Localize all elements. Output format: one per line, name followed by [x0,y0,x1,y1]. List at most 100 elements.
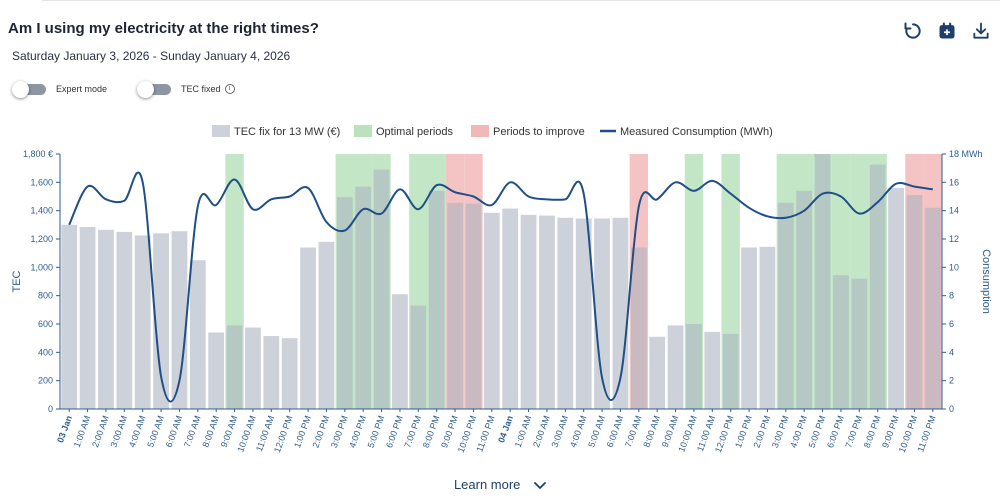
x-tick-label: 5:00 PM [366,414,387,449]
tec-fixed-switch[interactable] [137,81,172,98]
tec-bar [888,188,904,409]
date-range: Saturday January 3, 2026 - Sunday Januar… [12,49,291,63]
learn-more-button[interactable]: Learn more [0,477,1000,493]
tec-consumption-chart: TEC fix for 13 MW (€) Optimal periods Peri… [11,125,992,454]
tec-bar [667,325,684,409]
x-tick-label: 2:00 AM [90,414,111,448]
tec-bar [814,154,831,409]
tec-bar [79,226,96,409]
tec-bar [502,208,519,409]
legend-swatch [354,125,372,137]
tec-bar [300,247,316,409]
y-tick-label: 0 [48,404,53,414]
learn-more-label: Learn more [453,477,521,492]
tec-bar [226,325,243,409]
expert-mode-label: Expert mode [56,84,108,94]
x-tick-label: 03 Jan [55,414,74,444]
legend-label: TEC fix for 13 MW (€) [234,126,340,138]
y-right-tick-label: 10 [949,262,959,272]
tec-bar [686,324,702,409]
tec-bar [924,207,941,409]
y-tick-label: 400 [38,347,53,357]
tec-bar [833,275,849,409]
x-tick-label: 1:00 AM [72,414,93,448]
y-right-tick-label: 12 [949,234,959,244]
x-tick-label: 2:00 PM [751,414,772,449]
tec-bar [318,241,335,409]
x-tick-label: 6:00 AM [164,414,185,448]
tec-bar [263,336,280,409]
reset-icon[interactable] [902,20,924,42]
x-tick-label: 6:00 PM [825,414,846,449]
tec-bar [355,186,372,409]
x-tick-label: 7:00 PM [843,414,864,449]
tec-bar [61,224,78,409]
x-tick-label: 5:00 PM [807,414,828,449]
tec-bar [575,218,592,409]
tec-bar [208,332,225,409]
tec-bar [410,305,427,409]
tec-bar [447,202,463,409]
info-icon[interactable]: i [224,84,235,94]
tec-bar [336,197,353,409]
tec-bar [869,164,886,409]
x-tick-label: 4:00 PM [788,414,809,449]
legend-label: Periods to improve [493,126,585,138]
legend-swatch [212,125,230,137]
x-tick-label: 6:00 PM [384,414,405,449]
tec-bar [906,195,923,409]
tec-bar [428,190,445,409]
y-right-tick-label: 6 [949,319,954,329]
toolbar [902,20,992,42]
y-right-tick-label: 8 [949,291,954,301]
tec-bar [796,190,813,409]
x-tick-label: 4:00 AM [568,414,589,448]
x-tick-label: 12:00 PM [713,414,736,454]
tec-fixed-toggle[interactable]: TEC fixed i [137,81,235,98]
y-right-tick-label: 14 [949,206,959,216]
x-tick-label: 9:00 PM [880,414,901,449]
tec-bar [520,214,537,409]
x-tick-label: 8:00 AM [641,414,662,448]
calendar-icon[interactable] [936,20,958,42]
y-tick-label: 600 [38,319,53,329]
tec-bar [98,229,114,409]
tec-bar [649,336,666,409]
tec-bar [483,212,500,409]
y-right-tick-label: 0 [949,404,954,414]
tec-bar [594,218,610,409]
page-title: Am I using my electricity at the right t… [8,20,319,37]
tec-bar [373,169,390,409]
y-tick-label: 200 [38,376,53,386]
tec-bar [851,278,868,409]
tec-bar [704,331,721,409]
tec-bar [630,247,647,409]
tec-bar [612,217,629,409]
x-tick-label: 8:00 PM [862,414,883,449]
x-tick-label: 7:00 PM [402,414,423,449]
legend-swatch [471,125,489,137]
x-tick-label: 2:00 PM [310,414,331,449]
x-tick-label: 2:00 AM [531,414,552,448]
expert-mode-switch[interactable] [12,81,46,98]
expert-mode-toggle[interactable]: Expert mode [12,81,108,98]
y-tick-label: 1,400 [30,206,53,216]
tec-bar [281,338,298,409]
y-tick-label: 1,200 [30,234,53,244]
download-icon[interactable] [970,20,992,42]
y-right-tick-label: 16 [949,177,959,187]
y-tick-label: 1,000 [30,262,53,272]
x-tick-label: 4:00 AM [127,414,148,448]
x-tick-label: 3:00 AM [108,414,129,448]
tec-bar [116,231,133,409]
x-tick-label: 1:00 AM [513,414,534,448]
y-right-axis-title: Consumption [980,249,992,314]
tec-bar [392,294,408,409]
x-tick-label: 3:00 PM [329,414,350,449]
tec-bar [539,215,555,409]
legend-label: Optimal periods [376,126,454,138]
tec-fixed-label: TEC fixed [181,84,221,94]
x-tick-label: 9:00 AM [660,414,681,448]
tec-bar [171,231,188,409]
x-tick-label: 1:00 PM [733,414,754,449]
